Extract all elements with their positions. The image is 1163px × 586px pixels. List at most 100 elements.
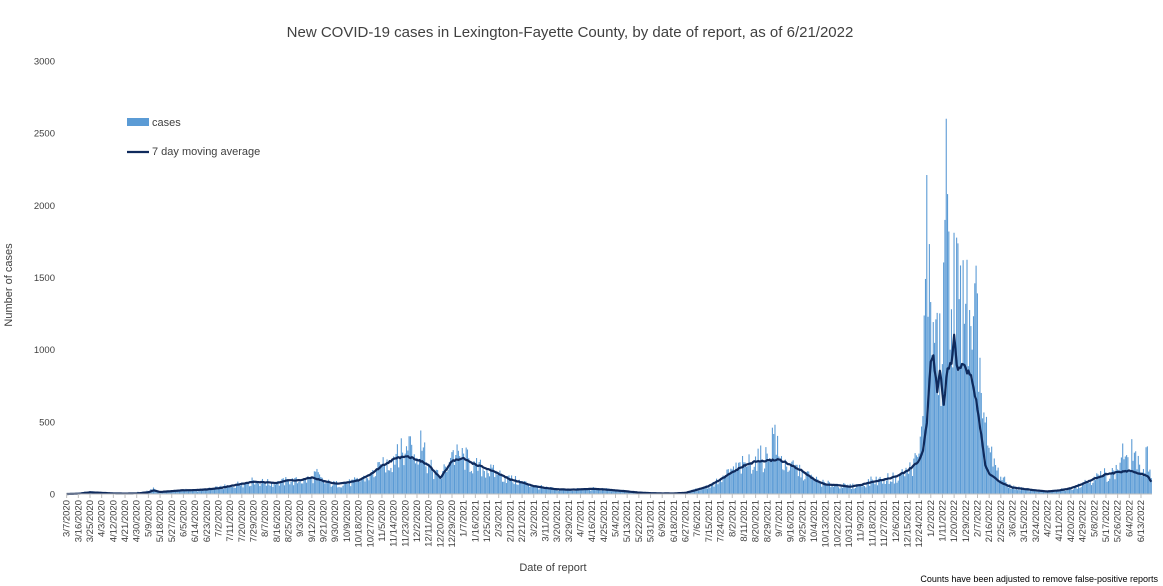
bar-cases (245, 482, 247, 494)
bar-cases (735, 462, 737, 494)
bar-cases (552, 489, 554, 494)
bar-cases (579, 488, 581, 494)
bar-cases (867, 479, 869, 494)
bar-cases (342, 485, 344, 494)
bar-cases (626, 491, 628, 494)
bar-cases (367, 478, 369, 494)
bar-cases (827, 480, 829, 494)
bar-cases (1126, 455, 1128, 494)
bar-cases (978, 391, 980, 494)
y-tick-label: 1500 (34, 273, 55, 284)
bar-cases (219, 486, 221, 494)
bar-cases (377, 462, 379, 494)
bar-cases (939, 313, 941, 494)
y-tick-label: 2500 (34, 129, 55, 140)
bar-cases (226, 485, 228, 494)
bar-cases (228, 485, 230, 494)
bar-cases (600, 490, 602, 494)
bar-cases (738, 462, 740, 494)
x-tick-label: 6/18/2021 (669, 500, 680, 542)
bar-cases (871, 479, 873, 494)
bar-cases (1015, 487, 1017, 494)
bar-cases (346, 482, 348, 494)
bar-cases (870, 476, 872, 494)
bar-cases (511, 475, 513, 494)
x-tick-label: 10/13/2021 (821, 500, 832, 548)
bar-cases (882, 483, 884, 494)
bar-cases (1030, 490, 1032, 494)
bar-cases (569, 490, 571, 494)
bar-cases (879, 476, 881, 494)
x-tick-label: 6/13/2022 (1136, 500, 1147, 542)
bar-cases (355, 478, 357, 494)
x-tick-label: 8/29/2021 (762, 500, 773, 542)
bar-cases (534, 485, 536, 494)
bar-cases (368, 480, 370, 494)
bar-cases (347, 484, 349, 494)
bar-cases (540, 485, 542, 494)
bar-cases (716, 478, 718, 494)
bar-cases (399, 456, 401, 494)
bar-cases (390, 467, 392, 494)
bar-cases (490, 464, 492, 494)
bar-cases (915, 455, 917, 494)
bar-cases (880, 480, 882, 494)
bar-cases (224, 484, 226, 494)
bar-cases (302, 483, 304, 494)
bar-cases (992, 466, 994, 494)
bar-cases (717, 484, 719, 494)
bar-cases (422, 447, 424, 494)
bar-cases (1040, 491, 1042, 494)
chart-title: New COVID-19 cases in Lexington-Fayette … (287, 24, 854, 41)
bar-cases (610, 491, 613, 494)
bar-cases (459, 456, 461, 494)
x-tick-label: 4/30/2020 (132, 500, 143, 542)
bar-cases (917, 456, 919, 494)
bar-cases (258, 483, 260, 494)
x-tick-label: 4/20/2022 (1066, 500, 1077, 542)
x-tick-label: 11/9/2021 (856, 500, 867, 542)
bar-cases (264, 481, 266, 494)
bar-cases (433, 479, 435, 494)
bar-cases (1070, 487, 1072, 494)
bar-cases (754, 456, 757, 494)
bar-cases (1149, 469, 1151, 494)
bar-cases (900, 475, 902, 494)
bar-cases (891, 481, 893, 494)
bar-cases (967, 366, 969, 494)
bar-cases (869, 485, 871, 494)
bar-cases (713, 486, 715, 494)
bar-cases (896, 482, 898, 494)
bar-cases (1122, 443, 1124, 494)
bar-cases (751, 473, 753, 494)
bar-cases (895, 475, 897, 494)
bar-cases (398, 467, 400, 494)
bar-cases (857, 486, 859, 494)
bar-cases (961, 364, 963, 494)
bar-cases (950, 309, 952, 494)
bar-cases (748, 454, 750, 494)
bar-cases (590, 490, 592, 494)
bar-cases (556, 488, 558, 494)
bar-cases (335, 481, 337, 494)
bar-cases (200, 490, 203, 494)
x-tick-label: 12/11/2020 (424, 500, 435, 547)
bar-cases (1150, 478, 1152, 494)
x-tick-label: 3/29/2021 (564, 500, 575, 542)
bar-cases (456, 444, 458, 494)
bar-cases (947, 194, 949, 494)
bar-cases (434, 472, 436, 494)
bar-cases (1096, 473, 1098, 494)
bar-cases (906, 469, 908, 494)
x-tick-label: 4/3/2020 (97, 500, 108, 537)
bar-cases (831, 485, 833, 494)
bar-cases (555, 488, 557, 494)
bar-cases (343, 483, 345, 494)
bar-cases (905, 467, 907, 494)
bar-cases (351, 479, 353, 494)
x-tick-label: 8/11/2021 (739, 500, 750, 542)
bar-cases (234, 487, 236, 494)
bar-cases (1093, 476, 1095, 494)
bar-cases (202, 488, 204, 494)
bar-cases (495, 470, 497, 494)
